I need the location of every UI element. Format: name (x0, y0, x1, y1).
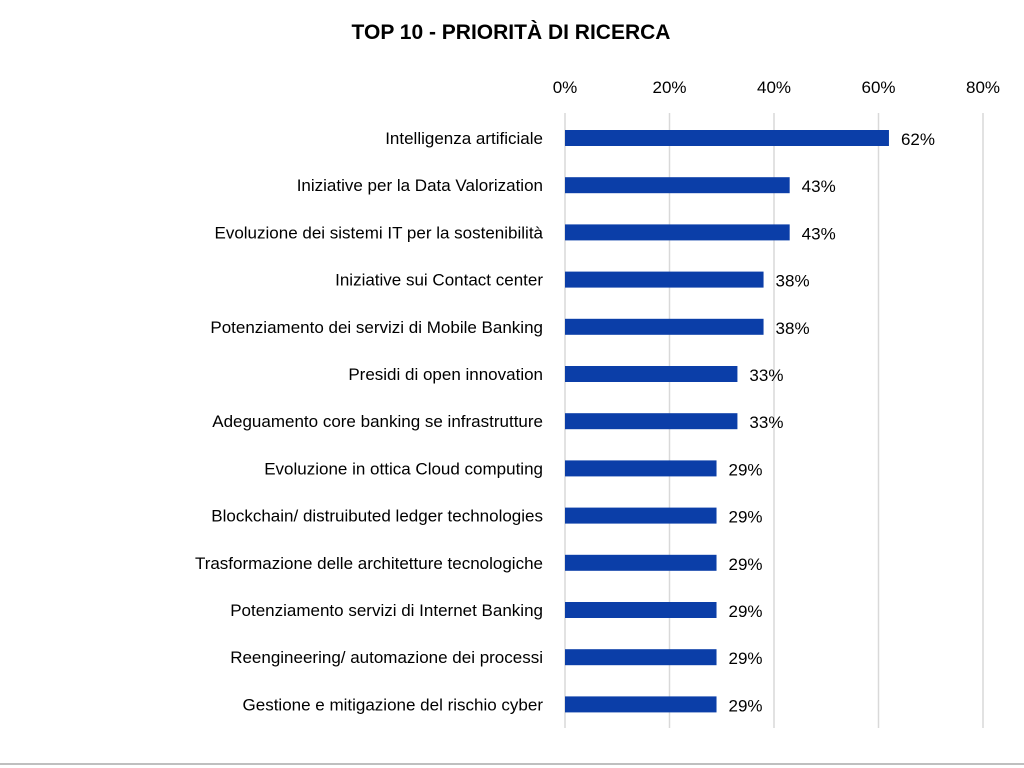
data-label: 33% (749, 413, 783, 432)
bar (565, 460, 717, 477)
bars (565, 130, 889, 713)
data-label: 33% (749, 366, 783, 385)
category-label: Intelligenza artificiale (385, 129, 543, 148)
data-label: 62% (901, 130, 935, 149)
category-label: Evoluzione in ottica Cloud computing (264, 459, 543, 478)
value-labels: 62% 43% 43% 38% 38% 33% 33% 29% 29% 29% 29% 29% 29% (729, 130, 935, 715)
bar (565, 602, 717, 618)
category-label: Gestione e mitigazione del rischio cyber (243, 695, 544, 714)
category-label: Iniziative per la Data Valorization (297, 176, 543, 195)
data-label: 38% (776, 319, 810, 338)
bar (565, 318, 764, 335)
category-label: Potenziamento dei servizi di Mobile Bank… (210, 318, 543, 337)
bar (565, 271, 764, 288)
category-label: Reengineering/ automazione dei processi (230, 648, 543, 667)
bar (565, 696, 717, 713)
bar (565, 507, 717, 524)
x-tick-label: 0% (553, 78, 578, 97)
bar (565, 649, 717, 666)
chart-title: TOP 10 - PRIORITÀ DI RICERCA (352, 21, 671, 44)
data-label: 29% (729, 696, 763, 715)
bar (565, 224, 790, 241)
x-tick-label: 60% (861, 78, 895, 97)
bar (565, 366, 738, 382)
gridlines (564, 113, 984, 728)
data-label: 29% (729, 508, 763, 527)
x-axis-ticks: 0% 20% 40% 60% 80% (553, 78, 1000, 97)
x-tick-label: 80% (966, 78, 1000, 97)
bar (565, 554, 717, 571)
x-tick-label: 40% (757, 78, 791, 97)
bar (565, 413, 738, 430)
category-label: Potenziamento servizi di Internet Bankin… (230, 601, 543, 620)
data-label: 29% (729, 460, 763, 479)
category-label: Evoluzione dei sistemi IT per la sosteni… (214, 223, 543, 242)
category-label: Iniziative sui Contact center (335, 271, 543, 290)
data-label: 43% (802, 224, 836, 243)
bar (565, 177, 790, 194)
category-label: Adeguamento core banking se infrastruttu… (212, 412, 543, 431)
category-labels: Intelligenza artificiale Iniziative per l… (195, 129, 544, 714)
category-label: Trasformazione delle architetture tecnol… (195, 554, 543, 573)
data-label: 38% (776, 272, 810, 291)
x-tick-label: 20% (652, 78, 686, 97)
data-label: 29% (729, 602, 763, 621)
category-label: Presidi di open innovation (348, 365, 543, 384)
data-label: 29% (729, 649, 763, 668)
data-label: 29% (729, 555, 763, 574)
category-label: Blockchain/ distruibuted ledger technolo… (211, 507, 543, 526)
data-label: 43% (802, 177, 836, 196)
bar (565, 130, 889, 146)
